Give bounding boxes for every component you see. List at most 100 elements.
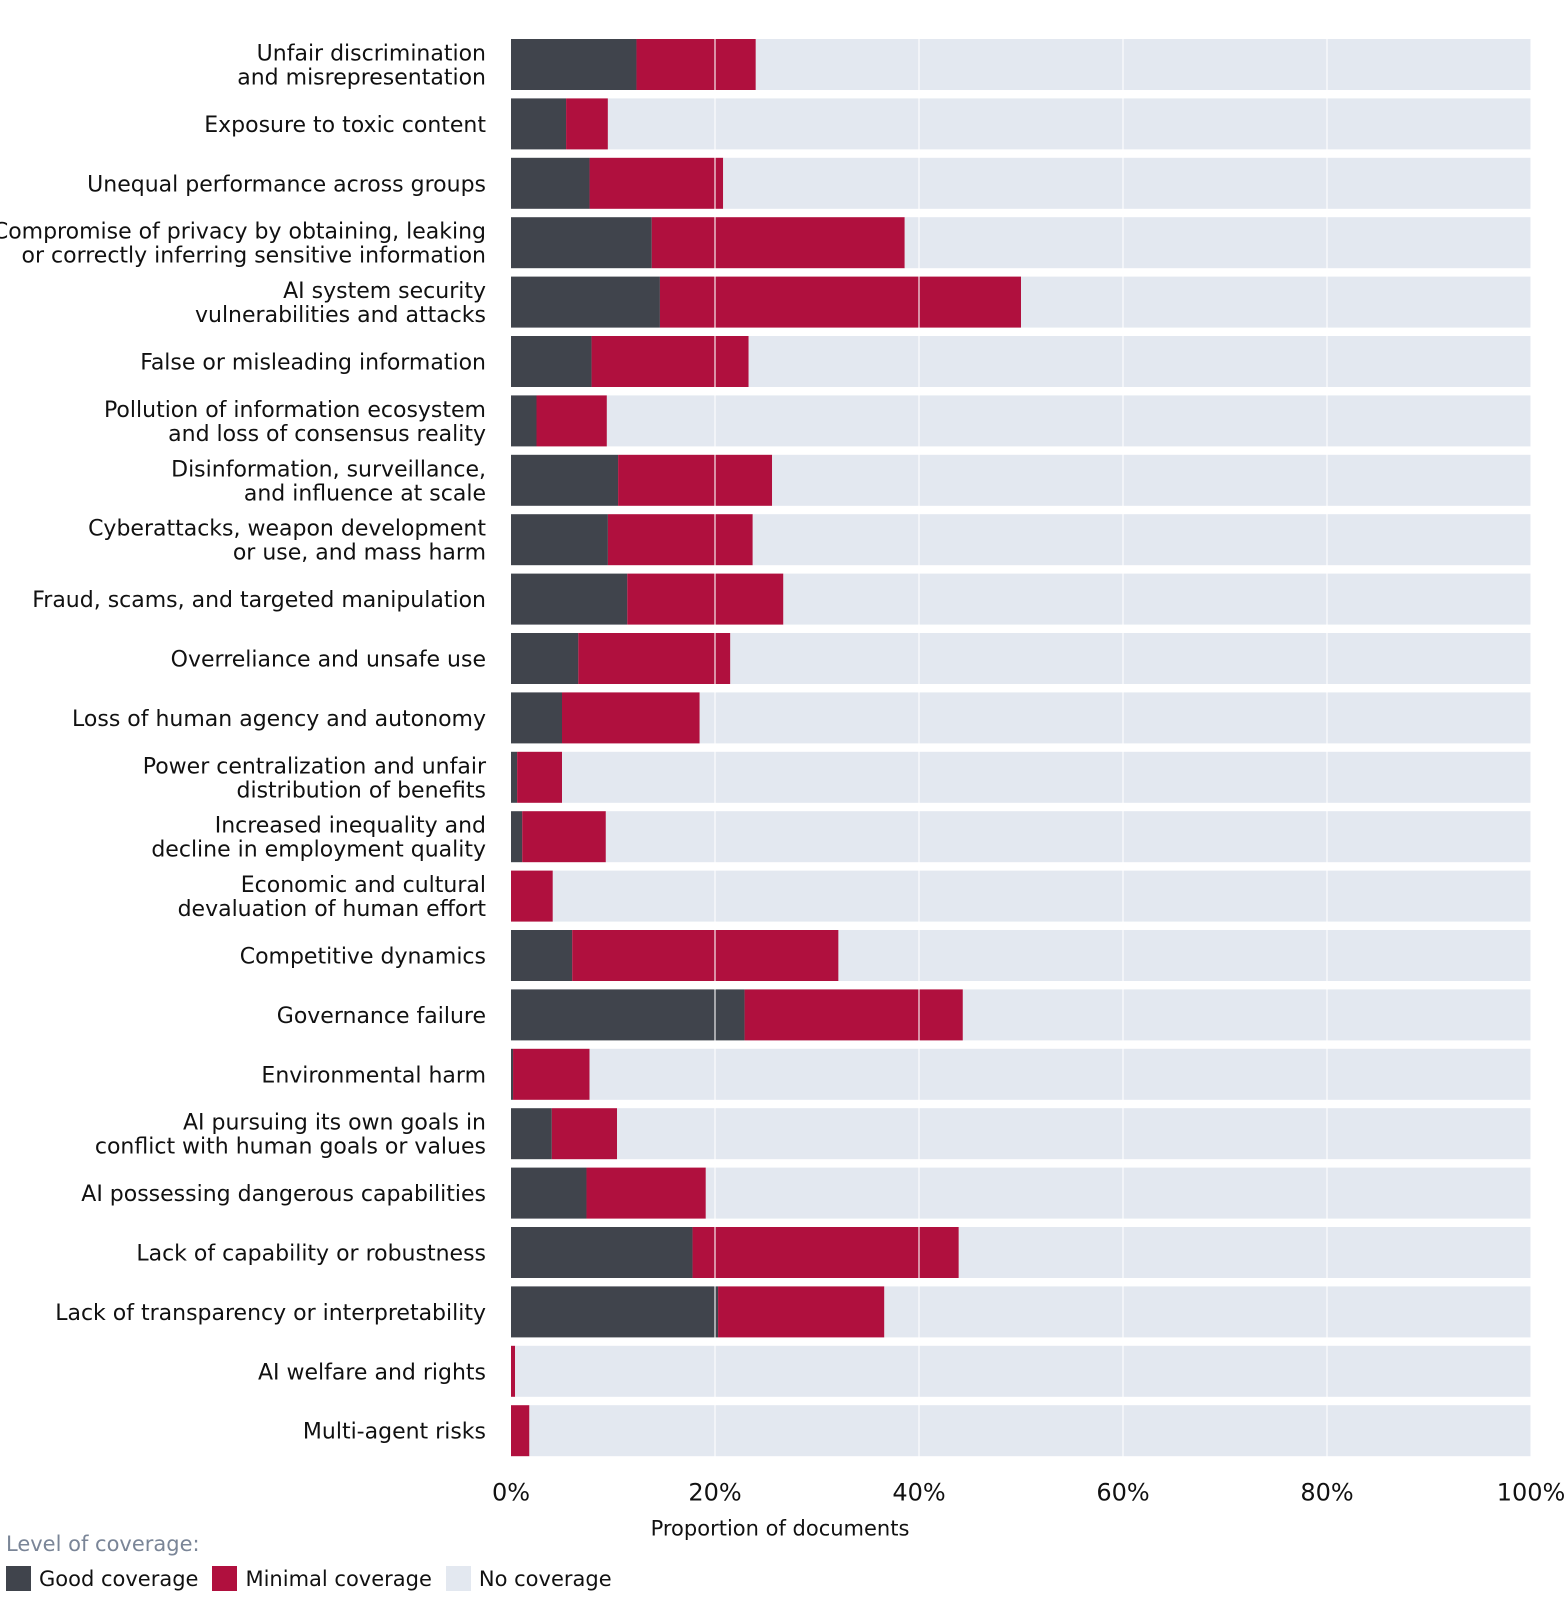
category-label: Environmental harm	[261, 1063, 486, 1088]
bar-minimal-coverage-14	[522, 811, 606, 863]
legend-item-minimal-coverage: Minimal coverage	[212, 1566, 432, 1591]
bar-good-coverage-8	[511, 454, 619, 506]
legend-swatch-no-coverage	[445, 1566, 471, 1591]
bar-minimal-coverage-19	[551, 1108, 618, 1160]
bar-no-coverage-14	[605, 811, 1531, 863]
x-tick-label: 20%	[688, 1479, 741, 1507]
bar-no-coverage-19	[617, 1108, 1531, 1160]
category-label: Exposure to toxic content	[204, 113, 486, 138]
legend-swatch-good-coverage	[6, 1566, 31, 1591]
bar-minimal-coverage-20	[586, 1167, 706, 1219]
bar-good-coverage-6	[511, 336, 592, 387]
category-label: Multi-agent risks	[303, 1420, 486, 1445]
bar-no-coverage-4	[904, 217, 1531, 269]
x-axis-title: Proportion of documents	[651, 1517, 910, 1541]
bar-good-coverage-10	[511, 573, 628, 625]
bar-no-coverage-16	[838, 930, 1531, 981]
category-label: Economic and cultural devaluation of huma…	[178, 873, 487, 922]
bar-minimal-coverage-9	[607, 514, 753, 566]
bar-no-coverage-17	[962, 989, 1531, 1041]
bar-good-coverage-17	[511, 989, 745, 1041]
bar-good-coverage-3	[511, 157, 590, 209]
category-label: Power centralization and unfair distribut…	[143, 754, 487, 803]
category-label: AI welfare and rights	[258, 1360, 486, 1385]
bar-minimal-coverage-22	[718, 1286, 885, 1338]
bar-minimal-coverage-4	[651, 217, 905, 269]
legend-swatch-minimal-coverage	[212, 1566, 238, 1591]
bar-good-coverage-16	[511, 930, 573, 981]
bar-no-coverage-2	[607, 98, 1531, 150]
bar-no-coverage-10	[783, 573, 1531, 625]
bar-no-coverage-9	[752, 514, 1531, 566]
bar-no-coverage-22	[884, 1286, 1531, 1338]
bar-no-coverage-13	[562, 751, 1531, 803]
bar-no-coverage-3	[723, 157, 1531, 209]
bar-minimal-coverage-23	[511, 1345, 516, 1397]
bar-minimal-coverage-10	[627, 573, 784, 625]
bar-good-coverage-19	[511, 1108, 552, 1160]
legend-label-minimal-coverage: Minimal coverage	[245, 1566, 432, 1591]
bar-minimal-coverage-5	[659, 276, 1021, 328]
bar-no-coverage-6	[748, 336, 1531, 387]
legend-label-good-coverage: Good coverage	[39, 1566, 199, 1591]
category-label: AI possessing dangerous capabilities	[81, 1182, 486, 1207]
bar-minimal-coverage-15	[511, 870, 553, 922]
bar-good-coverage-1	[511, 39, 637, 90]
category-label: Competitive dynamics	[240, 945, 486, 970]
bar-good-coverage-18	[511, 1048, 514, 1100]
bar-minimal-coverage-24	[511, 1405, 530, 1457]
x-tick-label: 100%	[1497, 1479, 1564, 1507]
category-label: Unequal performance across groups	[87, 172, 486, 197]
category-label: AI pursuing its own goals in conflict wit…	[95, 1111, 486, 1160]
category-label: Cyberattacks, weapon development or use, …	[88, 517, 486, 566]
category-label: Pollution of information ecosystem and lo…	[104, 398, 486, 447]
bar-no-coverage-24	[529, 1405, 1531, 1457]
bar-good-coverage-7	[511, 395, 537, 447]
bar-good-coverage-21	[511, 1227, 693, 1278]
category-label: Overreliance and unsafe use	[171, 648, 486, 673]
category-label: Fraud, scams, and targeted manipulation	[32, 588, 486, 613]
category-label: Lack of transparency or interpretability	[55, 1301, 486, 1326]
legend-title: Level of coverage:	[6, 1532, 200, 1556]
bar-no-coverage-5	[1021, 276, 1531, 328]
category-label: Unfair discrimination and misrepresentati…	[237, 42, 486, 91]
bar-no-coverage-20	[705, 1167, 1531, 1219]
bar-no-coverage-11	[730, 633, 1531, 684]
bar-minimal-coverage-3	[589, 157, 724, 209]
bar-good-coverage-9	[511, 514, 608, 566]
bar-no-coverage-1	[755, 39, 1531, 90]
bar-no-coverage-18	[589, 1048, 1531, 1100]
legend: Level of coverage: Good coverage Minimal…	[6, 1532, 626, 1591]
bar-minimal-coverage-16	[572, 930, 839, 981]
legend-item-no-coverage: No coverage	[445, 1566, 612, 1591]
bar-no-coverage-7	[606, 395, 1531, 447]
bar-no-coverage-15	[552, 870, 1531, 922]
bar-no-coverage-21	[958, 1227, 1531, 1278]
bar-good-coverage-14	[511, 811, 523, 863]
bar-minimal-coverage-7	[536, 395, 607, 447]
x-tick-label: 40%	[892, 1479, 945, 1507]
bar-minimal-coverage-17	[744, 989, 963, 1041]
bar-minimal-coverage-8	[618, 454, 773, 506]
bar-good-coverage-11	[511, 633, 579, 684]
category-label: False or misleading information	[140, 351, 486, 376]
category-label: Compromise of privacy by obtaining, leak…	[0, 220, 486, 269]
category-label: Governance failure	[277, 1004, 486, 1029]
bar-good-coverage-22	[511, 1286, 719, 1338]
category-label: Increased inequality and decline in emplo…	[151, 814, 486, 863]
bar-good-coverage-12	[511, 692, 562, 744]
bar-minimal-coverage-11	[578, 633, 731, 684]
bar-minimal-coverage-12	[562, 692, 700, 744]
bar-good-coverage-4	[511, 217, 652, 269]
category-label: Loss of human agency and autonomy	[72, 707, 486, 732]
bar-no-coverage-23	[515, 1345, 1531, 1397]
bar-minimal-coverage-1	[636, 39, 756, 90]
category-label: Lack of capability or robustness	[136, 1242, 486, 1267]
category-label: Disinformation, surveillance, and influen…	[171, 457, 486, 506]
legend-item-good-coverage: Good coverage	[6, 1566, 198, 1591]
bar-good-coverage-20	[511, 1167, 587, 1219]
category-label: AI system security vulnerabilities and at…	[195, 279, 486, 328]
bar-good-coverage-13	[511, 751, 518, 803]
x-tick-label: 80%	[1300, 1479, 1353, 1507]
